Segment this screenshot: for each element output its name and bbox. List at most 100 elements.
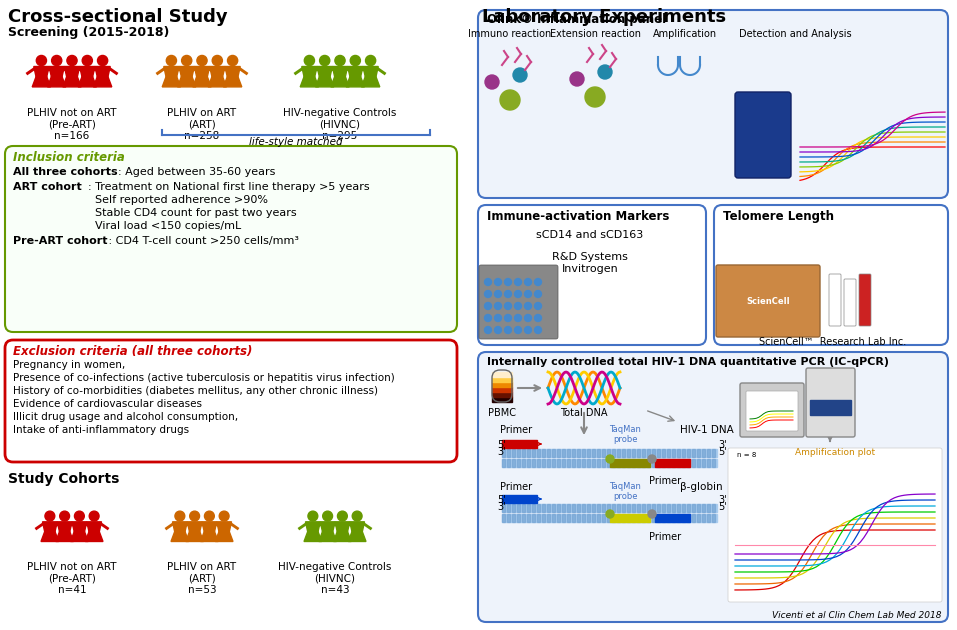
Circle shape	[515, 290, 522, 297]
Bar	[507, 504, 510, 512]
Circle shape	[485, 75, 499, 89]
Polygon shape	[79, 67, 95, 77]
Bar	[572, 449, 575, 457]
Bar	[702, 459, 705, 467]
Text: TaqMan
probe: TaqMan probe	[609, 482, 641, 501]
Bar	[637, 504, 640, 512]
Bar	[602, 449, 605, 457]
Bar	[637, 514, 640, 522]
Bar	[492, 397, 512, 402]
FancyBboxPatch shape	[728, 448, 942, 602]
Bar	[572, 459, 575, 467]
Bar	[672, 504, 675, 512]
Polygon shape	[319, 532, 337, 541]
Circle shape	[524, 278, 531, 285]
FancyBboxPatch shape	[5, 146, 457, 332]
Circle shape	[67, 55, 78, 66]
Text: sCD14 and sCD163: sCD14 and sCD163	[536, 230, 644, 240]
Bar	[512, 504, 515, 512]
Text: PLHIV on ART
(ART)
n=53: PLHIV on ART (ART) n=53	[167, 562, 236, 595]
Text: Pre-ART cohort: Pre-ART cohort	[13, 236, 107, 246]
Bar	[547, 459, 550, 467]
Circle shape	[515, 302, 522, 309]
Bar	[502, 504, 717, 512]
Bar	[552, 514, 555, 522]
Bar	[687, 449, 690, 457]
Circle shape	[524, 314, 531, 321]
Polygon shape	[188, 522, 202, 532]
Text: Amplification: Amplification	[653, 29, 717, 39]
Text: Primer: Primer	[649, 532, 681, 542]
Polygon shape	[172, 522, 188, 532]
Polygon shape	[85, 532, 103, 541]
Bar	[532, 514, 535, 522]
Circle shape	[350, 55, 361, 66]
Polygon shape	[49, 67, 64, 77]
Circle shape	[219, 511, 229, 521]
Circle shape	[504, 278, 511, 285]
Bar	[567, 459, 570, 467]
Bar	[637, 449, 640, 457]
Bar	[527, 459, 530, 467]
Bar	[622, 514, 625, 522]
Bar	[697, 504, 700, 512]
Circle shape	[484, 326, 492, 333]
Bar	[602, 504, 605, 512]
Bar	[492, 392, 512, 397]
Bar	[507, 459, 510, 467]
Polygon shape	[362, 77, 380, 87]
Polygon shape	[348, 532, 366, 541]
Bar	[662, 449, 665, 457]
Circle shape	[495, 290, 501, 297]
Bar	[542, 459, 545, 467]
Circle shape	[212, 55, 222, 66]
Circle shape	[524, 326, 531, 333]
Text: ART cohort: ART cohort	[13, 182, 81, 192]
Polygon shape	[202, 522, 216, 532]
Bar	[627, 449, 630, 457]
Polygon shape	[71, 532, 88, 541]
FancyBboxPatch shape	[859, 274, 871, 326]
Bar	[682, 504, 685, 512]
Circle shape	[515, 314, 522, 321]
Circle shape	[304, 55, 315, 66]
Circle shape	[504, 302, 511, 309]
Bar	[712, 514, 715, 522]
Bar	[667, 449, 670, 457]
Bar	[697, 449, 700, 457]
Circle shape	[45, 511, 55, 521]
Bar	[597, 514, 600, 522]
Circle shape	[495, 326, 501, 333]
Bar	[532, 504, 535, 512]
Bar	[592, 514, 595, 522]
Text: Vicenti et al Clin Chem Lab Med 2018: Vicenti et al Clin Chem Lab Med 2018	[772, 611, 942, 620]
Bar	[522, 459, 525, 467]
Polygon shape	[177, 77, 196, 87]
Bar	[682, 449, 685, 457]
Polygon shape	[225, 67, 240, 77]
Polygon shape	[316, 77, 334, 87]
Bar	[662, 514, 665, 522]
Bar	[672, 449, 675, 457]
Text: Immuno reaction: Immuno reaction	[468, 29, 551, 39]
Polygon shape	[63, 77, 81, 87]
Text: Pregnancy in women,: Pregnancy in women,	[13, 360, 125, 370]
Polygon shape	[56, 532, 74, 541]
Bar	[612, 514, 615, 522]
Bar	[502, 449, 505, 457]
Bar	[617, 459, 620, 467]
Circle shape	[648, 455, 656, 463]
Text: Immune-activation Markers: Immune-activation Markers	[487, 210, 669, 223]
Bar	[542, 514, 545, 522]
Text: Presence of co-infections (active tuberculosis or hepatitis virus infection): Presence of co-infections (active tuberc…	[13, 373, 394, 383]
Circle shape	[175, 511, 185, 521]
Circle shape	[606, 510, 614, 518]
Bar	[517, 459, 520, 467]
FancyBboxPatch shape	[806, 368, 855, 437]
Text: Cross-sectional Study: Cross-sectional Study	[8, 8, 228, 26]
Circle shape	[189, 511, 200, 521]
Circle shape	[504, 290, 511, 297]
Text: Evidence of cardiovascular diseases: Evidence of cardiovascular diseases	[13, 399, 202, 409]
Circle shape	[484, 278, 492, 285]
Circle shape	[495, 302, 501, 309]
